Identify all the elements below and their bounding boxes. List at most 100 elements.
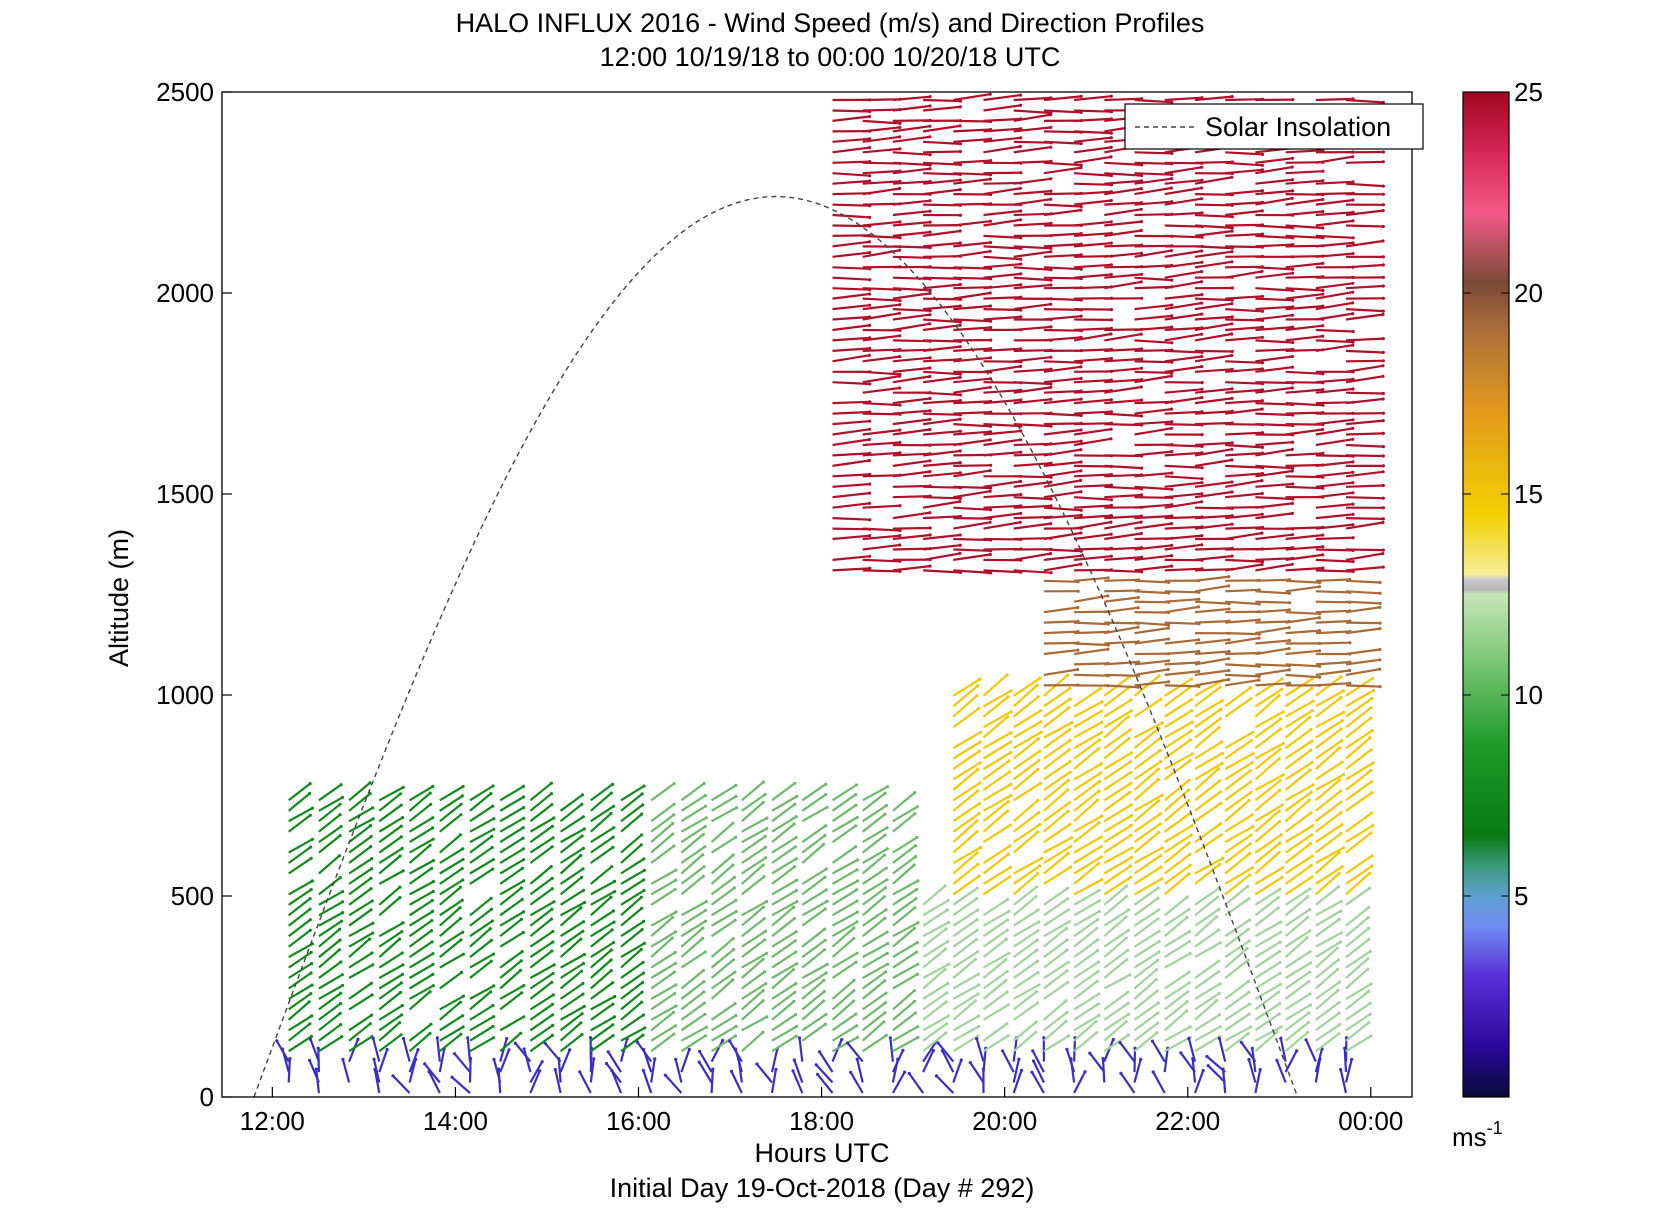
- wind-arrow: [1194, 480, 1233, 488]
- wind-arrow: [1345, 780, 1373, 802]
- wind-arrow-head: [703, 1034, 707, 1038]
- wind-arrow-head: [399, 1033, 403, 1037]
- wind-arrow: [529, 845, 553, 864]
- wind-arrow-head: [1307, 1011, 1311, 1015]
- wind-arrow-head: [1187, 872, 1191, 876]
- wind-arrow: [1194, 575, 1230, 582]
- wind-arrow-head: [1341, 689, 1345, 693]
- wind-arrow-head: [1037, 920, 1041, 924]
- wind-arrow: [288, 992, 312, 1011]
- wind-arrow: [801, 793, 827, 812]
- wind-arrow-head: [1189, 833, 1193, 837]
- wind-arrow-head: [1200, 500, 1204, 504]
- wind-arrow-head: [1109, 503, 1113, 508]
- wind-arrow: [1013, 552, 1051, 561]
- wind-arrow: [642, 1070, 653, 1094]
- wind-arrow: [1255, 266, 1293, 271]
- wind-arrow: [1134, 565, 1172, 572]
- wind-arrow-head: [1310, 854, 1314, 858]
- wind-arrow: [953, 430, 991, 436]
- wind-arrow: [1254, 991, 1280, 1011]
- wind-arrow-head: [338, 1011, 342, 1016]
- chart-subtitle: 12:00 10/19/18 to 00:00 10/20/18 UTC: [600, 42, 1061, 72]
- wind-arrow-head: [1079, 397, 1083, 401]
- wind-arrow-head: [1309, 727, 1313, 732]
- wind-arrow-head: [1049, 197, 1053, 201]
- wind-arrow-head: [1200, 293, 1204, 297]
- y-axis-label: Altitude (m): [104, 529, 134, 667]
- wind-arrow: [1074, 410, 1112, 415]
- wind-arrow: [771, 836, 797, 854]
- wind-arrow: [1103, 791, 1131, 812]
- wind-arrow: [1345, 906, 1370, 927]
- wind-arrow-head: [1079, 490, 1083, 494]
- wind-arrow: [1225, 579, 1260, 582]
- wind-arrow-head: [792, 917, 796, 921]
- wind-arrow: [620, 785, 645, 802]
- wind-arrow-head: [1287, 668, 1291, 672]
- wind-arrow-head: [928, 470, 932, 474]
- wind-arrow: [1225, 632, 1260, 636]
- wind-arrow-head: [1348, 681, 1352, 685]
- wind-arrow-head: [1037, 810, 1041, 815]
- wind-arrow-head: [701, 874, 705, 878]
- wind-arrow: [1315, 989, 1339, 1011]
- wind-arrow-head: [1280, 687, 1284, 691]
- wind-arrow: [1315, 282, 1353, 290]
- wind-arrow: [1284, 769, 1311, 791]
- wind-arrow-head: [958, 124, 962, 128]
- wind-arrow: [832, 324, 870, 332]
- wind-arrow-head: [1097, 779, 1102, 784]
- wind-arrow-head: [823, 1022, 828, 1026]
- wind-arrow-head: [988, 249, 992, 253]
- wind-arrow: [1103, 846, 1133, 864]
- wind-arrow-head: [1125, 957, 1129, 962]
- wind-arrow: [1285, 452, 1323, 457]
- wind-arrow-head: [1338, 1022, 1342, 1027]
- wind-arrow-head: [1070, 836, 1074, 840]
- wind-arrow: [952, 929, 978, 948]
- wind-arrow: [832, 240, 870, 248]
- wind-arrow-head: [491, 952, 496, 956]
- wind-arrow: [922, 418, 961, 426]
- wind-arrow-head: [958, 375, 962, 379]
- wind-arrow-head: [401, 816, 405, 820]
- wind-arrow: [650, 822, 674, 843]
- wind-arrow: [529, 803, 553, 823]
- wind-arrow: [557, 1058, 562, 1083]
- wind-arrow: [953, 438, 991, 447]
- wind-arrow-head: [1036, 799, 1040, 803]
- wind-arrow: [1133, 908, 1160, 927]
- wind-arrow: [801, 928, 826, 948]
- wind-arrow: [1134, 427, 1172, 436]
- wind-arrow: [1285, 335, 1323, 342]
- wind-arrow-head: [339, 783, 343, 787]
- wind-arrow-head: [912, 926, 917, 930]
- wind-arrow: [1164, 930, 1191, 948]
- wind-arrow-head: [928, 417, 932, 421]
- wind-arrow-head: [371, 817, 375, 821]
- wind-arrow-head: [522, 806, 526, 810]
- wind-arrow: [1194, 982, 1221, 1000]
- wind-arrow: [756, 1063, 773, 1084]
- wind-arrow-head: [308, 1022, 312, 1026]
- wind-arrow: [680, 937, 704, 958]
- wind-arrow-head: [946, 1014, 951, 1018]
- wind-arrow-head: [1109, 554, 1113, 558]
- wind-arrow-head: [1098, 738, 1102, 742]
- wind-arrow-head: [1308, 1003, 1313, 1007]
- wind-arrow: [892, 1012, 917, 1032]
- wind-arrow-head: [1281, 741, 1285, 746]
- wind-arrow: [1224, 780, 1252, 802]
- wind-arrow-head: [367, 937, 372, 941]
- wind-arrow: [953, 521, 991, 530]
- wind-arrow: [937, 1042, 955, 1063]
- wind-arrow: [378, 855, 401, 875]
- wind-arrow-head: [1309, 790, 1313, 794]
- wind-arrow-head: [1305, 936, 1309, 940]
- wind-arrow-head: [928, 167, 932, 171]
- wind-arrow-head: [1170, 314, 1174, 318]
- wind-arrow-head: [1339, 909, 1343, 913]
- wind-arrow: [674, 1059, 683, 1083]
- wind-arrow-head: [1251, 825, 1255, 829]
